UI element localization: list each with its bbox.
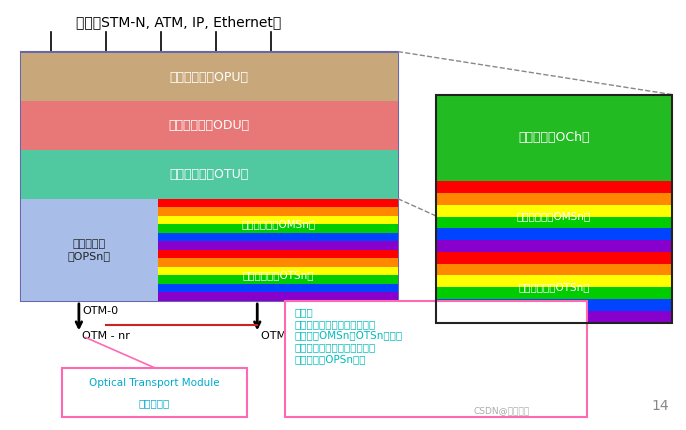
Text: OTM-0: OTM-0: [82, 306, 119, 316]
Bar: [62, 368, 247, 417]
Bar: [436, 275, 672, 287]
Bar: [285, 301, 587, 417]
Text: 光通道层（OCh）: 光通道层（OCh）: [518, 132, 590, 144]
Bar: [158, 276, 398, 284]
Text: 14: 14: [651, 399, 669, 413]
Text: 光数据单元（ODU）: 光数据单元（ODU）: [169, 119, 250, 132]
Bar: [21, 150, 398, 199]
Text: 光物理段层
（OPSn）: 光物理段层 （OPSn）: [68, 239, 111, 261]
Text: 光传送单元（OTU）: 光传送单元（OTU）: [169, 168, 249, 181]
Bar: [158, 224, 398, 233]
Bar: [436, 240, 672, 252]
Bar: [436, 95, 672, 322]
Bar: [436, 287, 672, 299]
Bar: [436, 228, 672, 240]
Bar: [21, 53, 398, 101]
Bar: [436, 264, 672, 275]
Text: OTM - n: OTM - n: [261, 331, 304, 341]
Bar: [21, 199, 158, 301]
Text: 客户（STM-N, ATM, IP, Ethernet）: 客户（STM-N, ATM, IP, Ethernet）: [75, 15, 281, 29]
Text: 光传送段层（OTSn）: 光传送段层（OTSn）: [242, 270, 314, 280]
Bar: [21, 52, 398, 301]
Bar: [158, 241, 398, 250]
Bar: [21, 101, 398, 150]
Bar: [158, 292, 398, 301]
Bar: [436, 299, 672, 311]
Bar: [436, 193, 672, 205]
Text: 注意：
右边接口称为全功能接口，物
理层分为OMSn，OTSn两层，
左边接口称为简化功能接口，
物理层只有OPSn一层: 注意： 右边接口称为全功能接口，物 理层分为OMSn，OTSn两层， 左边接口称…: [295, 307, 403, 364]
Bar: [436, 95, 672, 181]
Bar: [436, 217, 672, 228]
Text: 光复用段层（OMSn）: 光复用段层（OMSn）: [241, 219, 315, 229]
Text: Optical Transport Module: Optical Transport Module: [89, 378, 220, 388]
Bar: [158, 207, 398, 216]
Bar: [158, 284, 398, 292]
Text: OTM - nr: OTM - nr: [82, 331, 130, 341]
Text: 光传送段层（OTSn）: 光传送段层（OTSn）: [518, 282, 590, 292]
Bar: [158, 216, 398, 224]
Bar: [158, 258, 398, 267]
Text: 光传送模块: 光传送模块: [139, 398, 170, 408]
Bar: [158, 233, 398, 241]
Bar: [436, 205, 672, 217]
Text: CSDN@林间大雪: CSDN@林间大雪: [473, 406, 530, 415]
Bar: [436, 252, 672, 264]
Bar: [436, 311, 672, 322]
Bar: [158, 250, 398, 258]
Bar: [158, 267, 398, 276]
Bar: [436, 181, 672, 193]
Text: 光复用段层（OMSn）: 光复用段层（OMSn）: [517, 212, 591, 221]
Bar: [158, 199, 398, 207]
Text: 光净荷单元（OPU）: 光净荷单元（OPU）: [169, 71, 249, 84]
